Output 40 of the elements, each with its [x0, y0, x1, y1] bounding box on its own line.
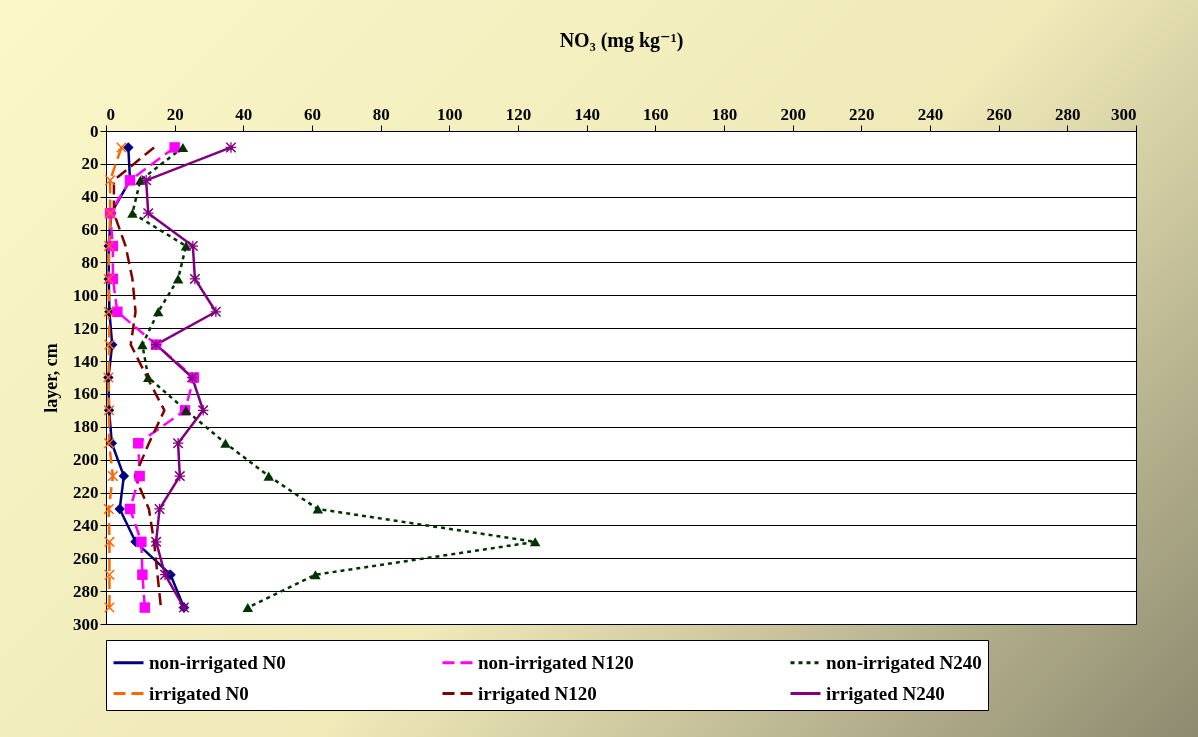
- y-tick-label: 40: [81, 187, 99, 207]
- y-tick-label: 120: [73, 318, 99, 338]
- y-tick-label: 100: [73, 285, 99, 305]
- y-tick-label: 260: [73, 548, 99, 568]
- y-tick-label: 180: [73, 417, 99, 437]
- y-tick-label: 220: [73, 483, 99, 503]
- x-tick-label: 200: [780, 104, 806, 124]
- x-tick-label: 80: [372, 104, 390, 124]
- x-tick-label: 240: [917, 104, 944, 124]
- x-tick-label: 0: [106, 104, 115, 124]
- y-tick-label: 240: [73, 515, 99, 535]
- x-axis-title: NO₃ (mg kg⁻¹): [559, 28, 684, 52]
- x-tick-label: 260: [986, 104, 1012, 124]
- y-tick-label: 80: [81, 252, 99, 272]
- x-tick-label: 100: [437, 104, 463, 124]
- y-tick-label: 20: [81, 154, 99, 174]
- x-tick-label: 180: [711, 104, 738, 124]
- x-tick-label: 300: [1111, 104, 1137, 124]
- x-tick-label: 140: [574, 104, 600, 124]
- y-tick-label: 300: [73, 614, 99, 634]
- legend-label: non-irrigated N120: [478, 651, 634, 673]
- x-tick-label: 220: [849, 104, 875, 124]
- y-tick-label: 140: [73, 351, 99, 371]
- legend-label: irrigated N0: [149, 682, 249, 704]
- legend-label: non-irrigated N0: [149, 651, 286, 673]
- y-tick-label: 160: [73, 384, 99, 404]
- x-tick-label: 60: [304, 104, 321, 124]
- y-tick-label: 280: [73, 581, 99, 601]
- legend-label: non-irrigated N240: [826, 651, 982, 673]
- x-tick-label: 280: [1055, 104, 1081, 124]
- y-tick-label: 60: [81, 220, 99, 240]
- x-tick-label: 40: [235, 104, 253, 124]
- y-axis-title: layer, cm: [41, 343, 61, 413]
- x-tick-label: 20: [166, 104, 184, 124]
- legend-label: irrigated N240: [826, 682, 945, 704]
- x-tick-label: 120: [505, 104, 532, 124]
- legend-label: irrigated N120: [478, 682, 597, 704]
- x-tick-label: 160: [643, 104, 669, 124]
- y-tick-label: 0: [90, 121, 99, 141]
- y-tick-label: 200: [73, 450, 99, 470]
